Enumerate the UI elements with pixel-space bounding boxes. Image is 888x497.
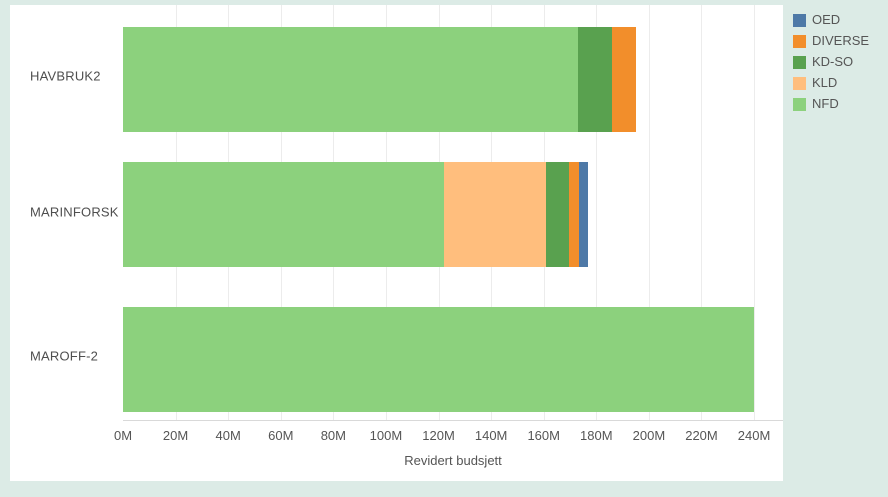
bar-segment-MARINFORSK-NFD[interactable] bbox=[123, 162, 444, 267]
plot-area bbox=[123, 5, 783, 421]
x-tick-label-200M: 200M bbox=[632, 428, 666, 443]
legend-swatch-OED bbox=[793, 13, 806, 27]
bar-segment-MARINFORSK-OED[interactable] bbox=[579, 162, 589, 267]
x-tick-label-40M: 40M bbox=[215, 428, 241, 443]
legend-item-NFD[interactable]: NFD bbox=[793, 97, 839, 111]
x-tick-label-240M: 240M bbox=[737, 428, 771, 443]
x-axis-title: Revidert budsjett bbox=[404, 453, 502, 468]
bar-segment-HAVBRUK2-NFD[interactable] bbox=[123, 27, 578, 132]
row-label-MARINFORSK: MARINFORSK bbox=[30, 204, 119, 220]
x-tick-label-80M: 80M bbox=[320, 428, 346, 443]
bar-segment-MARINFORSK-KD-SO[interactable] bbox=[546, 162, 569, 267]
legend-swatch-NFD bbox=[793, 97, 806, 111]
x-tick-label-60M: 60M bbox=[268, 428, 294, 443]
x-tick-label-20M: 20M bbox=[162, 428, 189, 443]
bar-segment-HAVBRUK2-KD-SO[interactable] bbox=[577, 27, 613, 132]
bar-row-MARINFORSK bbox=[123, 162, 589, 267]
legend-label-KLD: KLD bbox=[812, 75, 838, 90]
gridline-200M bbox=[648, 5, 650, 420]
bar-segment-HAVBRUK2-DIVERSE[interactable] bbox=[612, 27, 636, 132]
x-tick-label-220M: 220M bbox=[685, 428, 718, 443]
legend-label-NFD: NFD bbox=[812, 96, 839, 111]
legend-swatch-DIVERSE bbox=[793, 34, 806, 48]
gridline-220M bbox=[701, 5, 703, 420]
x-tick-label-140M: 140M bbox=[474, 428, 508, 443]
x-tick-label-0M: 0M bbox=[113, 428, 133, 443]
bar-segment-MAROFF-2-NFD[interactable] bbox=[123, 307, 755, 412]
legend-swatch-KLD bbox=[793, 76, 806, 90]
legend-label-OED: OED bbox=[812, 12, 841, 27]
bar-row-MAROFF-2 bbox=[123, 307, 755, 412]
x-axis: 0M 20M 40M 60M 80M 100M 120M 140M 160M 180M 200M 22… bbox=[114, 421, 783, 445]
legend-item-KD-SO[interactable]: KD-SO bbox=[793, 55, 853, 69]
legend-label-KD-SO: KD-SO bbox=[812, 54, 854, 69]
legend-item-KLD[interactable]: KLD bbox=[793, 76, 837, 90]
legend-label-DIVERSE: DIVERSE bbox=[812, 33, 870, 48]
gridline-240M bbox=[754, 5, 756, 420]
x-tick-label-100M: 100M bbox=[369, 428, 403, 443]
row-label-HAVBRUK2: HAVBRUK2 bbox=[30, 68, 101, 84]
row-label-MAROFF-2: MAROFF-2 bbox=[30, 348, 99, 364]
legend-item-OED[interactable]: OED bbox=[793, 13, 840, 27]
y-axis-labels: HAVBRUK2 MARINFORSK MAROFF-2 bbox=[10, 5, 123, 420]
gridline-180M bbox=[596, 5, 598, 420]
x-tick-label-120M: 120M bbox=[422, 428, 455, 443]
x-tick-label-180M: 180M bbox=[580, 428, 613, 443]
bar-segment-MARINFORSK-KLD[interactable] bbox=[443, 162, 547, 267]
legend-swatch-KD-SO bbox=[793, 55, 806, 69]
chart-panel: HAVBRUK2 MARINFORSK MAROFF-2 0M 20M 40M 60M 80… bbox=[10, 5, 783, 481]
bar-row-HAVBRUK2 bbox=[123, 27, 636, 132]
x-tick-label-160M: 160M bbox=[527, 428, 560, 443]
bar-segment-MARINFORSK-DIVERSE[interactable] bbox=[568, 162, 580, 267]
legend-item-DIVERSE[interactable]: DIVERSE bbox=[793, 34, 869, 48]
